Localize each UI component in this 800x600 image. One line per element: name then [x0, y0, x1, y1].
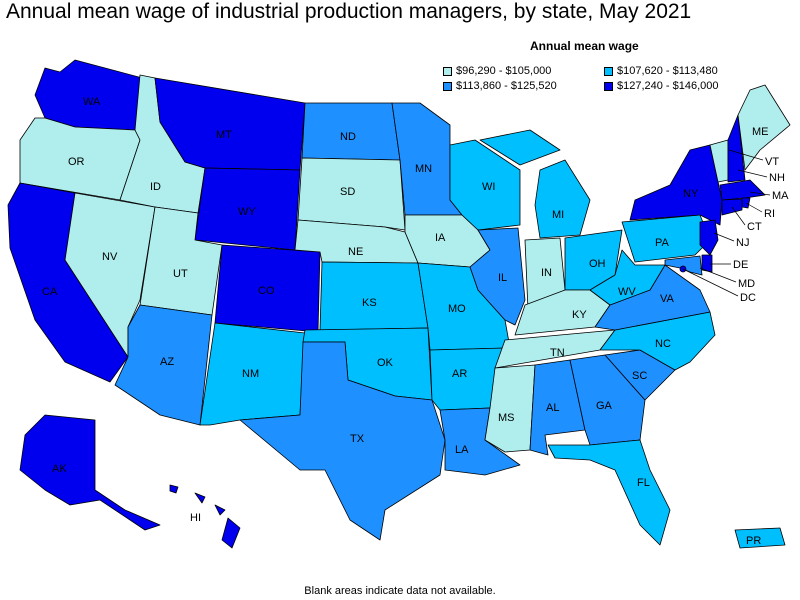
state-wv[interactable] [589, 249, 666, 306]
legend-label: $107,620 - $113,480 [617, 65, 718, 77]
label-or: OR [68, 156, 85, 168]
label-ri: RI [764, 208, 775, 220]
label-tn: TN [550, 347, 565, 359]
label-sc: SC [632, 370, 647, 382]
state-hi[interactable] [169, 484, 241, 549]
legend-label: $96,290 - $105,000 [456, 65, 552, 77]
state-wa[interactable] [34, 59, 151, 131]
label-mt: MT [216, 129, 232, 141]
state-ma[interactable] [719, 179, 766, 201]
label-ut: UT [173, 268, 188, 280]
label-mo: MO [448, 303, 466, 315]
label-me: ME [752, 126, 769, 138]
label-nj: NJ [736, 237, 749, 249]
legend-swatch [604, 66, 613, 76]
label-ak: AK [52, 463, 67, 475]
state-ny[interactable] [629, 144, 723, 226]
label-la: LA [455, 444, 469, 456]
state-wi[interactable] [449, 139, 521, 231]
label-wi: WI [482, 181, 495, 193]
state-mi[interactable] [479, 129, 591, 239]
state-de[interactable] [701, 254, 713, 273]
legend-item-1: $96,290 - $105,000 [443, 65, 551, 77]
label-tx: TX [350, 433, 365, 445]
state-ks[interactable] [319, 261, 429, 331]
label-pr: PR [746, 535, 761, 547]
label-wv: WV [618, 286, 636, 298]
label-id: ID [150, 181, 161, 193]
label-ne: NE [348, 246, 363, 258]
label-il: IL [498, 272, 507, 284]
label-sd: SD [340, 186, 355, 198]
label-dc: DC [740, 292, 756, 304]
label-ok: OK [377, 357, 394, 369]
label-ma: MA [772, 190, 789, 202]
label-wy: WY [238, 206, 256, 218]
label-vt: VT [765, 156, 779, 168]
footnote: Blank areas indicate data not available. [304, 585, 496, 597]
label-ar: AR [452, 368, 467, 380]
legend-label: $113,860 - $125,520 [456, 80, 557, 92]
legend-swatch [443, 81, 452, 91]
state-pr[interactable] [734, 527, 786, 549]
state-nj[interactable] [699, 219, 719, 256]
label-ny: NY [683, 188, 699, 200]
state-fl[interactable] [547, 439, 671, 546]
label-mi: MI [552, 209, 564, 221]
legend-swatch [443, 66, 452, 76]
label-fl: FL [637, 477, 650, 489]
label-nm: NM [242, 368, 259, 380]
label-ky: KY [572, 309, 587, 321]
label-nv: NV [102, 251, 118, 263]
label-ga: GA [596, 400, 613, 412]
label-oh: OH [589, 258, 606, 270]
map-title: Annual mean wage of industrial productio… [6, 0, 692, 23]
legend-item-3: $113,860 - $125,520 [443, 80, 557, 92]
state-ak[interactable] [19, 414, 161, 531]
state-nh[interactable] [727, 114, 746, 183]
label-co: CO [258, 285, 275, 297]
state-md[interactable] [664, 255, 703, 276]
legend-item-4: $127,240 - $146,000 [604, 80, 719, 92]
label-in: IN [541, 267, 552, 279]
state-tx[interactable] [239, 341, 446, 541]
legend-label: $127,240 - $146,000 [617, 80, 719, 92]
legend-swatch [604, 81, 613, 91]
label-mn: MN [415, 163, 432, 175]
label-ct: CT [747, 221, 762, 233]
label-ia: IA [435, 232, 446, 244]
legend-title: Annual mean wage [530, 39, 639, 53]
label-nh: NH [769, 172, 785, 184]
label-pa: PA [655, 237, 670, 249]
label-ks: KS [362, 297, 377, 309]
label-az: AZ [160, 356, 174, 368]
state-me[interactable] [737, 84, 791, 171]
label-nc: NC [655, 338, 671, 350]
legend-item-2: $107,620 - $113,480 [604, 65, 718, 77]
state-labels: WA OR CA NV ID MT WY UT AZ CO NM ND SD N… [42, 96, 789, 547]
label-ca: CA [42, 286, 58, 298]
label-va: VA [660, 293, 675, 305]
label-al: AL [546, 402, 559, 414]
label-ms: MS [498, 412, 515, 424]
label-leader-lines [682, 149, 771, 297]
state-az[interactable] [114, 304, 213, 426]
label-hi: HI [190, 512, 201, 524]
label-nd: ND [340, 131, 356, 143]
state-sd[interactable] [297, 157, 406, 231]
label-de: DE [733, 259, 748, 271]
state-il[interactable] [469, 227, 526, 326]
state-nc[interactable] [599, 311, 716, 371]
label-wa: WA [83, 96, 101, 108]
label-md: MD [738, 278, 755, 290]
